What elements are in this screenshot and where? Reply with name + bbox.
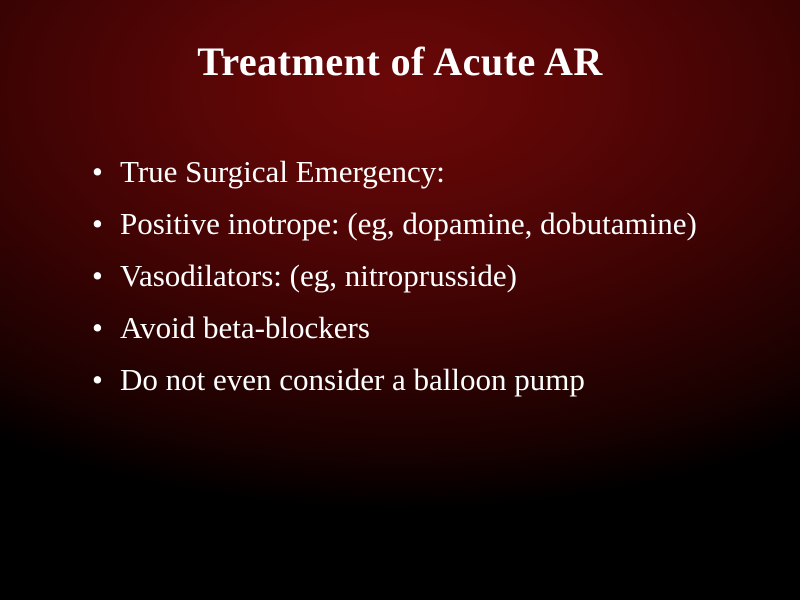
bullet-list: True Surgical Emergency: Positive inotro… [50, 150, 750, 402]
list-item: Do not even consider a balloon pump [92, 358, 750, 402]
list-item: Vasodilators: (eg, nitroprusside) [92, 254, 750, 298]
slide-title: Treatment of Acute AR [50, 38, 750, 85]
list-item: True Surgical Emergency: [92, 150, 750, 194]
list-item: Positive inotrope: (eg, dopamine, dobuta… [92, 202, 750, 246]
presentation-slide: Treatment of Acute AR True Surgical Emer… [0, 0, 800, 600]
list-item: Avoid beta-blockers [92, 306, 750, 350]
